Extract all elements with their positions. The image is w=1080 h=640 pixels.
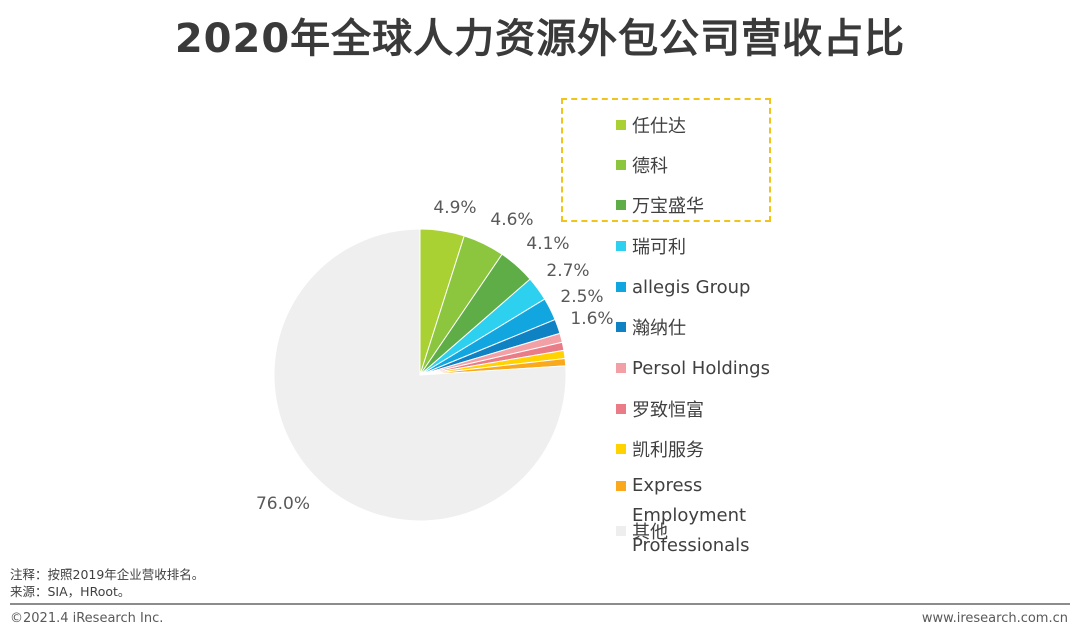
legend-swatch	[616, 241, 626, 251]
legend-label: 瑞可利	[632, 237, 686, 258]
legend-item: 瀚纳仕	[616, 316, 686, 339]
slice-value-label: 4.6%	[490, 210, 533, 230]
slice-value-label: 1.6%	[570, 309, 613, 329]
legend-swatch	[616, 322, 626, 332]
note-text: 注释：按照2019年企业营收排名。	[10, 567, 205, 582]
legend-swatch	[616, 404, 626, 414]
legend-swatch	[616, 282, 626, 292]
legend-label: 其他	[632, 522, 668, 543]
legend-swatch	[616, 120, 626, 130]
legend-item: 万宝盛华	[616, 194, 704, 217]
legend-label: allegis Group	[632, 276, 751, 298]
legend-swatch	[616, 444, 626, 454]
legend-item: 德科	[616, 154, 668, 177]
slice-value-label: 4.9%	[433, 198, 476, 218]
legend-swatch	[616, 526, 626, 536]
legend-item: 瑞可利	[616, 235, 686, 258]
legend-label: Express Employment Professionals	[632, 475, 750, 556]
legend-label: 瀚纳仕	[632, 318, 686, 339]
slice-value-label: 76.0%	[256, 494, 310, 514]
legend-item: Express Employment Professionals	[616, 471, 816, 556]
legend-label: Persol Holdings	[632, 357, 770, 379]
source-text: 来源：SIA，HRoot。	[10, 584, 131, 599]
notes: 注释：按照2019年企业营收排名。 来源：SIA，HRoot。	[10, 566, 204, 600]
chart-title: 2020年全球人力资源外包公司营收占比	[174, 16, 906, 62]
legend-swatch	[616, 160, 626, 170]
legend-item: 罗致恒富	[616, 398, 704, 421]
legend-item: Persol Holdings	[616, 357, 770, 379]
slice-value-label: 4.1%	[526, 234, 569, 254]
footer-divider	[10, 603, 1070, 605]
legend-item: 任仕达	[616, 114, 686, 137]
copyright-text: ©2021.4 iResearch Inc.	[10, 611, 164, 626]
pie-slice	[273, 228, 567, 522]
legend-item: 凯利服务	[616, 438, 704, 461]
legend-item: 其他	[616, 520, 668, 543]
slice-value-label: 2.7%	[546, 261, 589, 281]
legend-swatch	[616, 200, 626, 210]
legend-label: 万宝盛华	[632, 196, 704, 217]
legend-label: 罗致恒富	[632, 400, 704, 421]
legend-swatch	[616, 363, 626, 373]
slice-value-label: 2.5%	[560, 287, 603, 307]
legend-item: allegis Group	[616, 276, 750, 298]
legend-swatch	[616, 481, 626, 491]
legend-label: 任仕达	[632, 116, 686, 137]
legend-label: 凯利服务	[632, 440, 704, 461]
legend-label: 德科	[632, 156, 668, 177]
website-link[interactable]: www.iresearch.com.cn	[921, 611, 1068, 626]
legend-highlight-box	[561, 98, 771, 222]
